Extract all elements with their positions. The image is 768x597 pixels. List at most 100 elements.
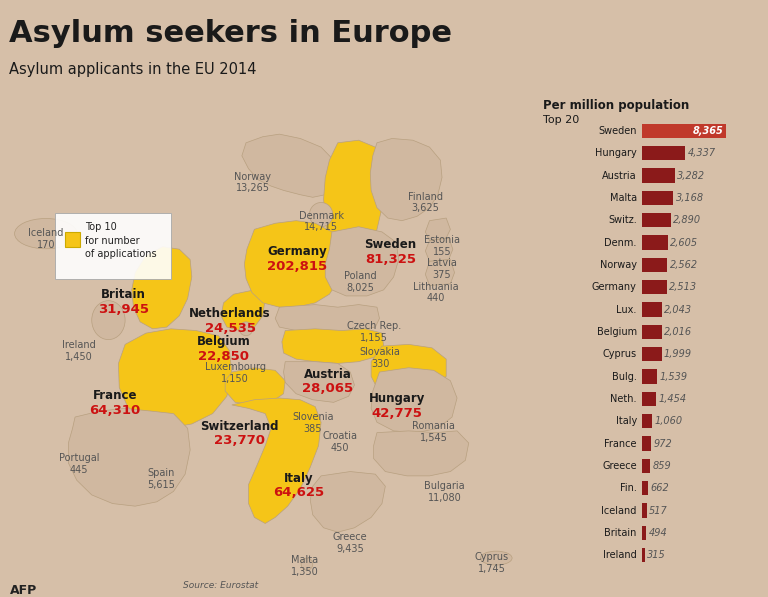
Text: 2,890: 2,890 [673,216,701,225]
Text: Italy: Italy [616,416,637,426]
FancyBboxPatch shape [55,213,171,279]
Text: Iceland: Iceland [601,506,637,516]
Text: Lux.: Lux. [617,304,637,315]
Text: 64,310: 64,310 [89,404,141,417]
Ellipse shape [15,219,77,249]
FancyBboxPatch shape [641,280,667,294]
Text: 202,815: 202,815 [266,260,327,273]
FancyBboxPatch shape [641,436,651,451]
Text: Finland: Finland [408,192,443,202]
Text: 2,016: 2,016 [664,327,692,337]
Text: 859: 859 [653,461,671,471]
Polygon shape [282,329,384,364]
Polygon shape [221,290,265,331]
Text: Hungary: Hungary [595,148,637,158]
Circle shape [301,558,313,570]
Polygon shape [374,431,468,476]
Text: 31,945: 31,945 [98,303,149,316]
Text: 155: 155 [432,247,452,257]
Text: 81,325: 81,325 [365,253,415,266]
Text: 64,625: 64,625 [273,487,324,499]
Text: Asylum applicants in the EU 2014: Asylum applicants in the EU 2014 [9,62,257,78]
FancyBboxPatch shape [641,548,644,562]
Text: 23,770: 23,770 [214,435,265,447]
FancyBboxPatch shape [641,347,662,361]
Polygon shape [425,218,450,241]
Text: Denm.: Denm. [604,238,637,248]
Text: 315: 315 [647,550,666,560]
Text: Norway: Norway [600,260,637,270]
Text: 8,025: 8,025 [346,283,374,293]
Text: 2,562: 2,562 [670,260,698,270]
Circle shape [240,322,253,336]
Text: 1,060: 1,060 [654,416,683,426]
Text: Germany: Germany [267,245,326,258]
Ellipse shape [481,551,512,565]
Text: 9,435: 9,435 [336,544,364,554]
Text: 8,365: 8,365 [693,126,723,136]
FancyBboxPatch shape [641,258,667,272]
FancyBboxPatch shape [641,503,647,518]
Text: Romania: Romania [412,421,455,431]
Text: 42,775: 42,775 [372,407,422,420]
Text: 14,715: 14,715 [304,223,338,232]
Text: AFP: AFP [10,584,38,597]
Text: Denmark: Denmark [299,211,343,221]
Text: 1,155: 1,155 [359,333,388,343]
FancyBboxPatch shape [641,414,652,429]
Text: 11,080: 11,080 [428,493,462,503]
Text: 3,282: 3,282 [677,171,705,180]
Polygon shape [425,238,453,261]
Text: Sweden: Sweden [598,126,637,136]
FancyBboxPatch shape [641,146,685,161]
Text: Britain: Britain [101,288,146,301]
Text: 450: 450 [331,443,349,453]
Text: Austria: Austria [304,368,352,381]
Text: Greece: Greece [333,533,368,543]
Text: Germany: Germany [592,282,637,292]
Text: 1,150: 1,150 [221,374,249,384]
Text: Cyprus: Cyprus [603,349,637,359]
Text: 440: 440 [427,293,445,303]
Text: 445: 445 [70,464,88,475]
Text: Malta: Malta [291,555,318,565]
Text: 22,850: 22,850 [198,350,249,362]
Text: 170: 170 [37,239,55,250]
Text: 1,539: 1,539 [660,371,687,381]
Text: 24,535: 24,535 [205,322,256,335]
FancyBboxPatch shape [641,213,670,227]
Text: Ireland: Ireland [603,550,637,560]
FancyBboxPatch shape [641,526,647,540]
Text: Source: Eurostat: Source: Eurostat [184,581,259,590]
Polygon shape [323,140,386,273]
Text: Slovenia: Slovenia [292,413,333,422]
FancyBboxPatch shape [65,232,80,248]
Text: 1,545: 1,545 [420,433,448,442]
Text: 13,265: 13,265 [236,183,270,193]
Text: 972: 972 [654,439,673,448]
Text: Top 20: Top 20 [543,115,579,125]
Text: Asylum seekers in Europe: Asylum seekers in Europe [9,19,452,48]
Ellipse shape [91,301,125,340]
Text: 1,999: 1,999 [664,349,692,359]
FancyBboxPatch shape [641,392,656,406]
Polygon shape [68,408,190,506]
Polygon shape [370,139,442,221]
Text: 1,745: 1,745 [478,564,506,574]
Text: Switzerland: Switzerland [200,420,279,433]
Text: Netherlands: Netherlands [190,307,271,320]
Text: 3,625: 3,625 [412,204,439,213]
Polygon shape [326,227,399,296]
Text: 2,043: 2,043 [664,304,693,315]
Text: 517: 517 [649,506,668,516]
Text: 4,337: 4,337 [687,148,716,158]
Text: 375: 375 [432,270,452,280]
Text: France: France [604,439,637,448]
Text: Spain: Spain [147,469,174,478]
Text: 28,065: 28,065 [302,383,353,395]
FancyBboxPatch shape [641,191,674,205]
Ellipse shape [310,202,333,227]
Text: 5,615: 5,615 [147,480,175,490]
Text: 1,450: 1,450 [65,352,93,362]
Text: Neth.: Neth. [611,394,637,404]
